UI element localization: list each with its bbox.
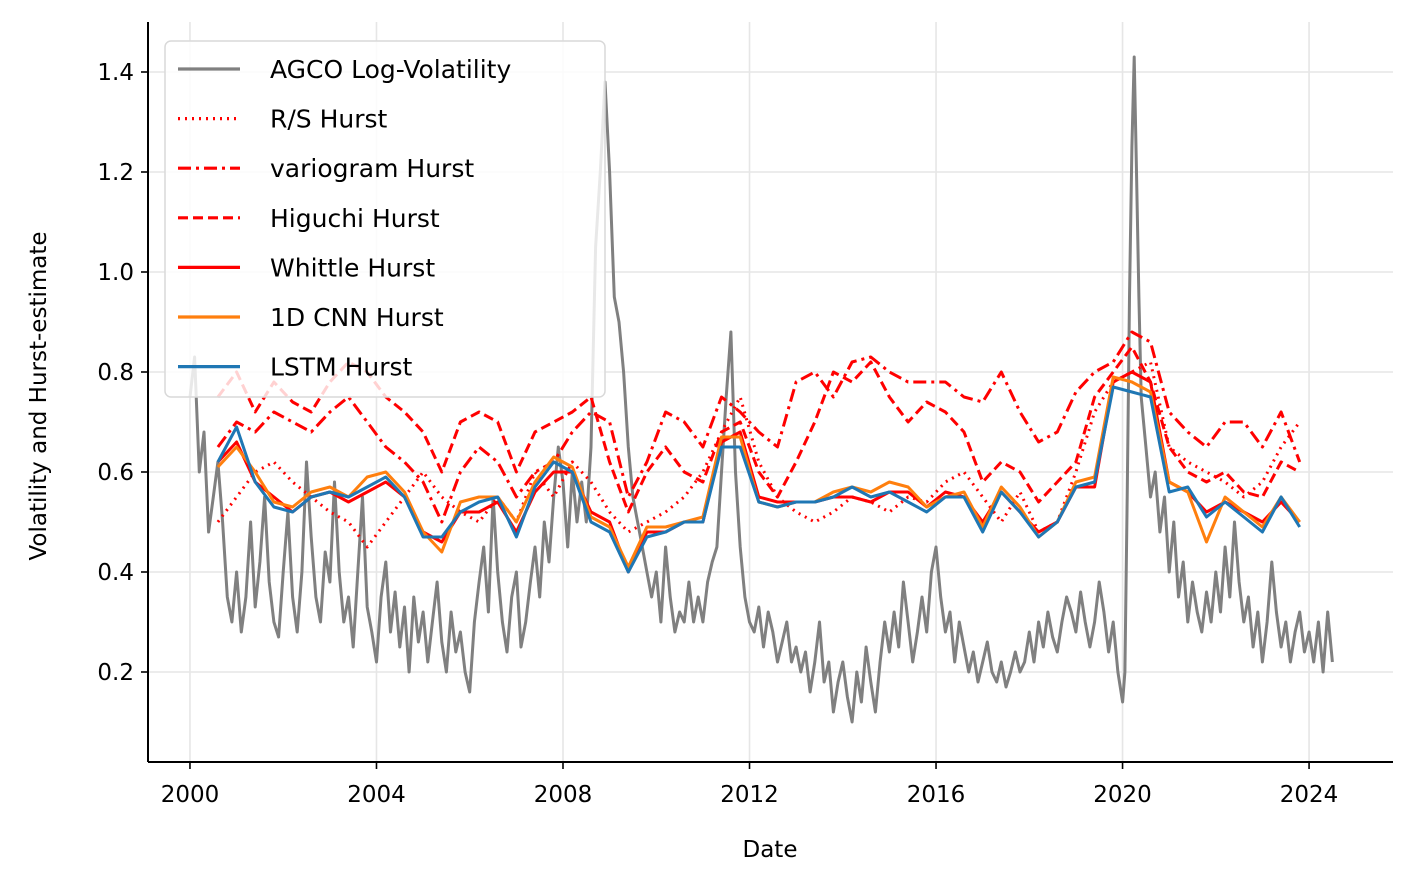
series-line-higuchi-hurst: [216, 345, 1301, 514]
legend-items: AGCO Log-Volatility R/S Hurst variogram Hu…: [178, 55, 511, 382]
legend-label: Higuchi Hurst: [270, 204, 440, 233]
series-line-agco-log-volatility: [188, 55, 1334, 724]
y-axis-title: Volatility and Hurst-estimate: [26, 231, 52, 560]
x-tick-label: 2012: [720, 782, 779, 808]
y-tick-label: 0.6: [97, 460, 134, 486]
x-axis-title: Date: [743, 837, 798, 863]
legend-label: Whittle Hurst: [270, 253, 435, 282]
x-tick-label: 2024: [1280, 782, 1339, 808]
legend-label: LSTM Hurst: [270, 353, 413, 382]
legend-label: variogram Hurst: [270, 154, 474, 183]
y-tick-label: 1.2: [97, 160, 134, 186]
x-tick-label: 2020: [1093, 782, 1152, 808]
series-layer: [188, 55, 1334, 724]
legend: AGCO Log-Volatility R/S Hurst variogram Hu…: [164, 40, 606, 398]
y-tick-label: 0.2: [97, 660, 134, 686]
x-axis-ticks: 2000 2004 2008 2012 2016 2020 2024: [161, 762, 1339, 808]
x-tick-label: 2016: [907, 782, 966, 808]
y-tick-label: 1.4: [97, 60, 134, 86]
axes: [147, 22, 1393, 763]
legend-label: R/S Hurst: [270, 105, 388, 134]
series-line-lstm-hurst: [216, 385, 1301, 574]
x-tick-label: 2004: [347, 782, 406, 808]
y-tick-label: 1.0: [97, 260, 134, 286]
y-tick-label: 0.4: [97, 560, 134, 586]
y-axis-ticks: 0.2 0.4 0.6 0.8 1.0 1.2 1.4: [97, 60, 148, 686]
series-line-variogram-hurst: [216, 330, 1302, 524]
x-tick-label: 2008: [534, 782, 593, 808]
legend-label: 1D CNN Hurst: [270, 303, 444, 332]
legend-label: AGCO Log-Volatility: [270, 55, 511, 84]
x-tick-label: 2000: [161, 782, 220, 808]
y-tick-label: 0.8: [97, 360, 134, 386]
legend-box: [164, 40, 606, 398]
